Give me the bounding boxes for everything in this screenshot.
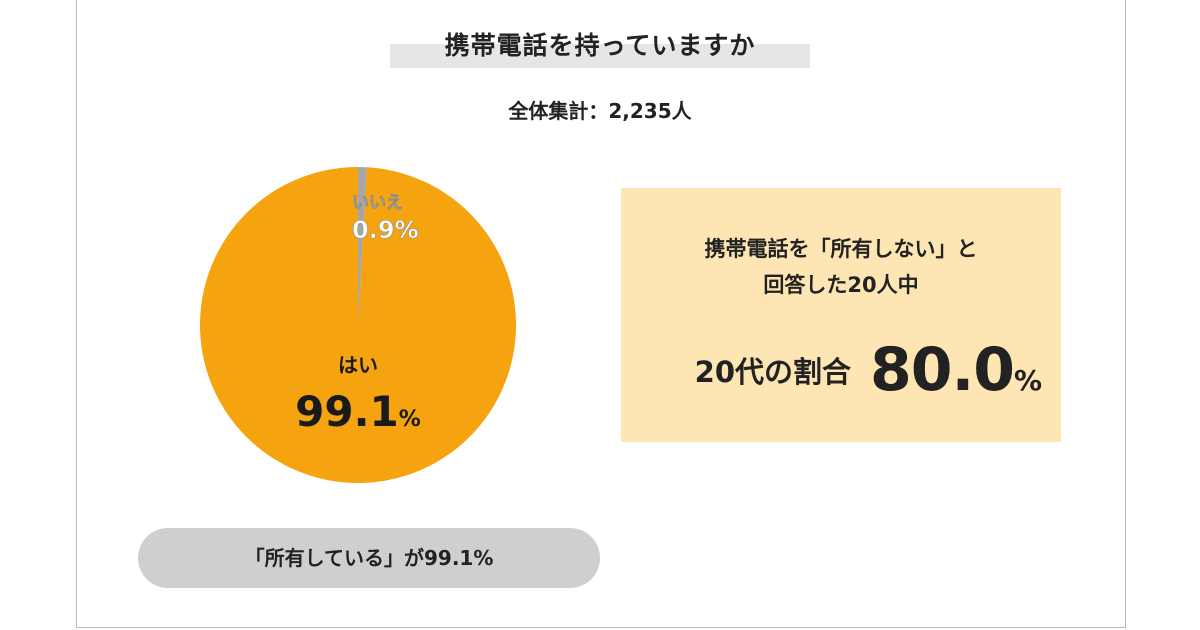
ratio-value: 80.0% xyxy=(870,330,1042,421)
value-iie: 0.9% xyxy=(352,216,419,244)
ratio-unit: % xyxy=(1014,364,1042,397)
value-hai: 99.1% xyxy=(295,387,421,436)
label-iie: いいえ xyxy=(352,193,403,213)
pie-chart: いいえ 0.9% はい 99.1% xyxy=(200,167,516,483)
ratio-number: 80.0 xyxy=(870,335,1015,405)
info-box: 携帯電話を「所有しない」と 回答した20人中 xyxy=(621,188,1061,442)
title-block: 携帯電話を持っていますか xyxy=(390,28,810,68)
summary-pill: 「所有している」が99.1% xyxy=(138,528,600,588)
title-underline-bar xyxy=(390,44,810,68)
total-count: 全体集計：2,235人 xyxy=(508,99,692,123)
chart-title: 携帯電話を持っていますか xyxy=(444,31,756,60)
figure-frame xyxy=(76,0,1126,628)
pie-slice-iie xyxy=(358,167,367,325)
info-line-2: 回答した20人中 xyxy=(763,273,919,297)
ratio-label: 20代の割合 xyxy=(694,355,851,389)
info-line-1: 携帯電話を「所有しない」と xyxy=(704,237,978,261)
pie-slice-hai xyxy=(200,167,516,483)
label-hai: はい xyxy=(338,353,378,377)
